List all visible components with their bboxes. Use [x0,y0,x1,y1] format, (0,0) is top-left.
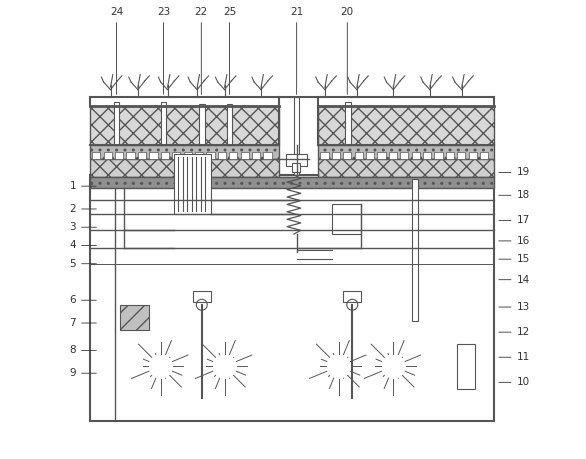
Bar [195,152,203,159]
Text: 15: 15 [499,254,530,264]
Bar [149,152,158,159]
Text: 9: 9 [70,368,96,378]
Text: 13: 13 [499,302,530,312]
Bar [90,106,280,145]
Bar [218,152,226,159]
Text: 22: 22 [195,7,208,95]
Bar [263,152,271,159]
Bar [446,152,454,159]
Text: 7: 7 [70,318,96,328]
Bar [90,145,280,159]
Bar [161,102,166,145]
Bar [411,179,418,321]
Bar [346,102,351,145]
Bar [318,159,494,177]
Bar [206,152,214,159]
Text: 6: 6 [70,295,96,305]
Text: 23: 23 [157,7,170,95]
Bar [90,159,280,177]
Bar [92,152,100,159]
Bar [172,152,180,159]
Text: 5: 5 [70,259,96,269]
Bar [104,152,112,159]
Text: 24: 24 [110,7,123,95]
Bar [434,152,442,159]
Bar [294,97,299,175]
Bar [175,154,211,213]
Bar [138,152,146,159]
Bar [227,104,232,145]
Bar [480,152,488,159]
Bar [355,152,363,159]
Bar [120,305,149,330]
Bar [469,152,477,159]
Bar [199,104,205,145]
Text: 19: 19 [499,168,530,178]
Bar [332,152,340,159]
Bar [90,177,494,189]
Bar [423,152,431,159]
Text: 8: 8 [70,346,96,355]
Text: 12: 12 [499,327,530,337]
Text: 10: 10 [499,377,530,387]
Bar [90,175,494,421]
Bar [366,152,374,159]
Bar [229,152,237,159]
Bar [240,152,248,159]
Text: 17: 17 [499,215,530,225]
Bar [161,152,169,159]
Text: 18: 18 [499,190,530,200]
Text: 3: 3 [70,222,96,232]
Bar [127,152,135,159]
Text: 4: 4 [70,241,96,251]
Text: 1: 1 [70,181,96,191]
Bar [115,152,123,159]
Bar [343,291,362,302]
Bar [183,152,192,159]
Bar [411,152,420,159]
Bar [457,152,465,159]
Bar [114,102,119,145]
Bar [318,106,494,145]
Bar [286,154,306,166]
Bar [457,343,475,389]
Bar [332,204,362,234]
Text: 2: 2 [70,204,96,214]
Text: 20: 20 [340,7,354,95]
Bar [400,152,408,159]
Bar [321,152,329,159]
Text: 21: 21 [290,7,304,95]
Text: 25: 25 [223,7,236,95]
Bar [252,152,260,159]
Text: 11: 11 [499,352,530,362]
Bar [318,145,494,159]
Text: 16: 16 [499,236,530,246]
Bar [389,152,397,159]
Text: 14: 14 [499,274,530,285]
Bar [292,163,300,173]
Bar [193,291,211,302]
Bar [343,152,352,159]
Bar [377,152,386,159]
